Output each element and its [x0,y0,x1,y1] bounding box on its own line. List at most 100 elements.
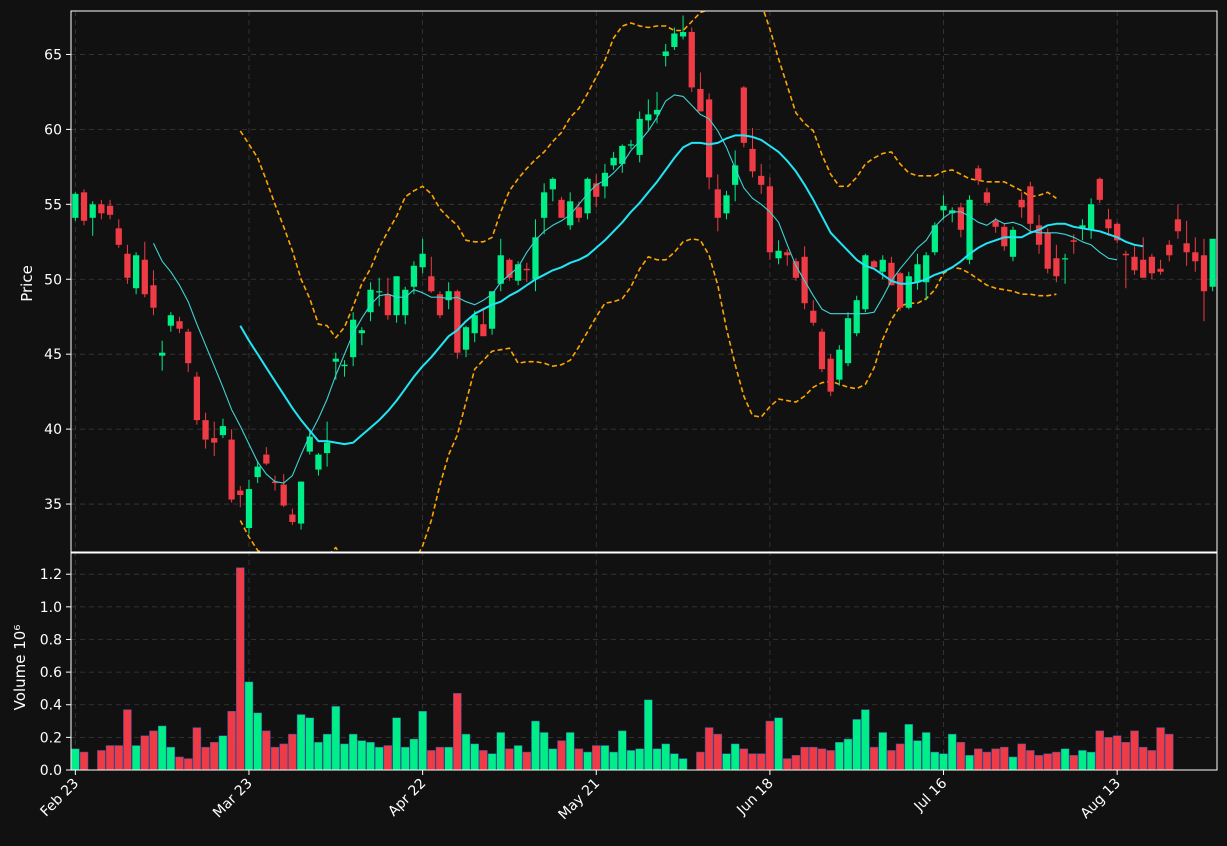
candle [940,195,947,220]
candle [462,325,470,358]
volume-tick-label: 0.6 [40,665,62,681]
x-tick-label: Jun 18 [733,776,776,819]
volume-bar [140,735,150,770]
volume-bar [1060,748,1070,770]
candle [228,429,235,503]
candle-body [237,490,244,496]
candle-body [827,358,834,392]
volume-bar [609,751,618,770]
candle-body [584,178,591,214]
candle-body [966,199,973,260]
volume-bar [895,743,905,770]
candle-body [810,310,817,323]
candle [818,328,826,373]
candle [697,72,704,112]
volume-bar [809,746,818,770]
candle-body [419,253,426,268]
candle-body [532,237,539,280]
candle-body [749,148,756,172]
bollinger-lower-band [239,238,1057,552]
candle [393,276,400,323]
volume-bar [236,567,245,770]
volume-bar [314,742,323,770]
candle [914,253,921,290]
price-tick-label: 60 [44,122,62,138]
candle-body [89,204,96,218]
volume-tick-label: 0.8 [40,632,62,648]
candle-body [714,189,721,218]
volume-bar [861,709,870,770]
candle-body [376,291,383,293]
volume-bar [210,742,219,770]
volume-bar [557,740,566,770]
volume-tick-label: 1.2 [40,567,62,583]
volume-bar [678,758,688,770]
volume-bar [1000,746,1009,770]
volume-tick-label: 0.4 [40,698,62,714]
candle-body [575,207,583,218]
x-tick-label: Apr 22 [385,776,429,820]
candle [1183,220,1190,266]
volume-bar [635,748,644,770]
candle [445,282,452,310]
candle-body [836,349,843,380]
candle [1105,208,1112,236]
candle-body [228,439,235,500]
candle [323,421,331,467]
candle [896,271,904,311]
candle-body [497,255,504,284]
candle-body [1070,240,1077,242]
candle [1018,192,1025,218]
volume-bar [522,751,532,770]
candle [358,327,365,346]
volume-bar [1138,746,1148,770]
candle [341,360,348,377]
candle [723,190,730,220]
candle-body [315,454,322,470]
candle-body [567,201,574,226]
candle-body [263,454,270,464]
candle [523,262,530,283]
candle-body [488,291,496,329]
price-tick-label: 55 [44,197,62,213]
moving-average-slow [239,134,1144,446]
candle [679,15,687,40]
candle [89,201,96,236]
volume-bar [244,681,254,770]
volume-bar [843,738,853,770]
volume-bar [592,745,601,770]
volume-bar [1156,727,1165,770]
volume-bar [887,750,896,770]
candle-body [358,330,365,334]
candle [506,258,513,281]
volume-bar [461,733,471,770]
candle-body [610,157,617,166]
candle-body [367,289,374,313]
candle-body [98,204,105,214]
candle-body [992,220,999,227]
candle [297,481,305,530]
candle-body [975,168,982,181]
volume-bar [835,742,844,770]
candle [150,270,157,316]
volume-bar [392,717,401,770]
volume-bar [1086,751,1096,770]
candle [436,291,444,319]
candle [636,111,643,163]
price-tick-label: 45 [44,347,62,363]
volume-bar [427,750,436,770]
volume-bar [253,712,262,770]
candle [402,286,409,325]
candle-body [1053,258,1060,277]
volume-bar [487,753,497,770]
candle-body [141,259,148,295]
candle [610,151,617,170]
candle [766,177,774,260]
volume-bar [974,748,983,770]
candle-body [931,225,938,253]
candle-body [784,252,791,256]
candle-body [384,294,392,316]
volume-bar [878,732,887,770]
x-tick-label: May 21 [556,776,604,824]
volume-bar [626,750,636,770]
